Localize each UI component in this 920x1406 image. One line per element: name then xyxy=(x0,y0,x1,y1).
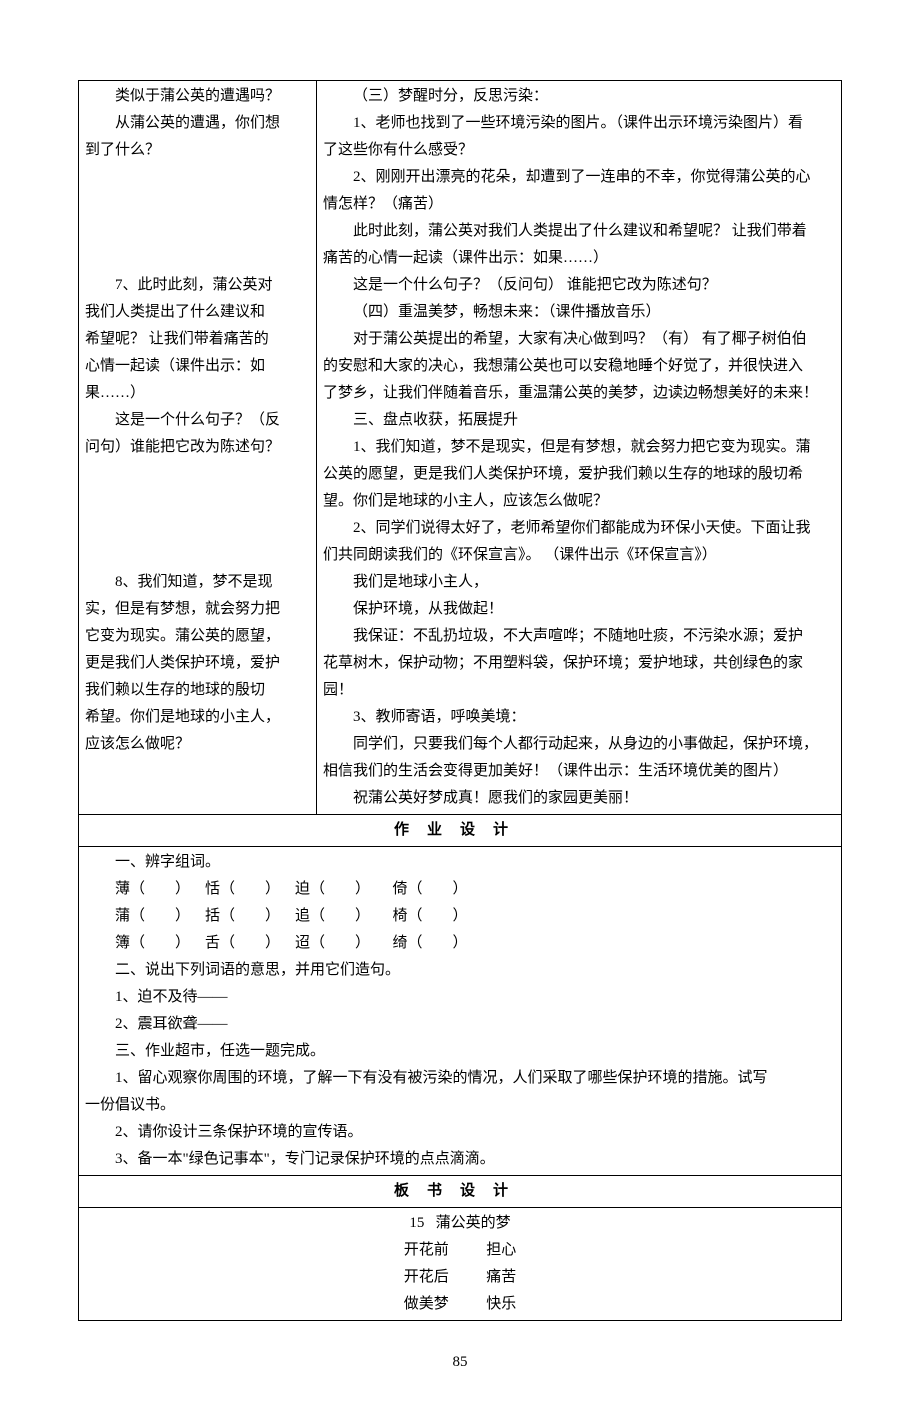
hw-line: 3、备一本"绿色记事本"，专门记录保护环境的点点滴滴。 xyxy=(85,1146,835,1173)
text-line: 了梦乡，让我们伴随着音乐，重温蒲公英的美梦，边读边畅想美好的未来！ xyxy=(323,380,835,407)
text-line xyxy=(85,218,310,245)
text-line: 情怎样？（痛苦） xyxy=(323,191,835,218)
hw-char-row: 簿（ ） 舌（ ） 迢（ ） 绮（ ） xyxy=(85,930,835,957)
text-line xyxy=(85,515,310,542)
text-line: 我们赖以生存的地球的殷切 xyxy=(85,677,310,704)
text-line: 1、我们知道，梦不是现实，但是有梦想，就会努力把它变为现实。蒲 xyxy=(323,434,835,461)
text-line: 对于蒲公英提出的希望，大家有决心做到吗？（有） 有了椰子树伯伯 xyxy=(323,326,835,353)
text-line xyxy=(85,488,310,515)
text-line: 的安慰和大家的决心，我想蒲公英也可以安稳地睡个好觉了，并很快进入 xyxy=(323,353,835,380)
hw-line: 二、说出下列词语的意思，并用它们造句。 xyxy=(85,957,835,984)
text-line: 问句）谁能把它改为陈述句？ xyxy=(85,434,310,461)
text-line: 望。你们是地球的小主人，应该怎么做呢？ xyxy=(323,488,835,515)
text-line: 7、此时此刻，蒲公英对 xyxy=(85,272,310,299)
text-line: 这是一个什么句子？（反 xyxy=(85,407,310,434)
text-line: 希望呢？ 让我们带着痛苦的 xyxy=(85,326,310,353)
text-line: 到了什么？ xyxy=(85,137,310,164)
hw-line: 1、迫不及待—— xyxy=(85,984,835,1011)
homework-header: 作业设计 xyxy=(79,815,842,847)
hw-line: 一份倡议书。 xyxy=(85,1092,835,1119)
text-line: 8、我们知道，梦不是现 xyxy=(85,569,310,596)
text-line: 我们是地球小主人， xyxy=(323,569,835,596)
board-header: 板书设计 xyxy=(79,1176,842,1208)
hw-line: 一、辨字组词。 xyxy=(85,849,835,876)
text-line: 公英的愿望，更是我们人类保护环境，爱护我们赖以生存的地球的殷切希 xyxy=(323,461,835,488)
text-line: 2、同学们说得太好了，老师希望你们都能成为环保小天使。下面让我 xyxy=(323,515,835,542)
text-line: 它变为现实。蒲公英的愿望， xyxy=(85,623,310,650)
text-line: 们共同朗读我们的《环保宣言》。 （课件出示《环保宣言》） xyxy=(323,542,835,569)
right-column: （三）梦醒时分，反思污染：1、老师也找到了一些环境污染的图片。（课件出示环境污染… xyxy=(317,81,842,815)
text-line xyxy=(85,461,310,488)
text-line: 1、老师也找到了一些环境污染的图片。（课件出示环境污染图片）看 xyxy=(323,110,835,137)
text-line: 花草树木，保护动物；不用塑料袋，保护环境；爱护地球，共创绿色的家 xyxy=(323,650,835,677)
text-line: 我保证：不乱扔垃圾，不大声喧哗；不随地吐痰，不污染水源；爱护 xyxy=(323,623,835,650)
text-line: 相信我们的生活会变得更加美好！（课件出示：生活环境优美的图片） xyxy=(323,758,835,785)
hw-line: 三、作业超市，任选一题完成。 xyxy=(85,1038,835,1065)
text-line xyxy=(85,164,310,191)
text-line: 园！ xyxy=(323,677,835,704)
hw-line: 1、留心观察你周围的环境，了解一下有没有被污染的情况，人们采取了哪些保护环境的措… xyxy=(85,1065,835,1092)
text-line: 从蒲公英的遭遇，你们想 xyxy=(85,110,310,137)
hw-char-row: 薄（ ） 恬（ ） 迫（ ） 倚（ ） xyxy=(85,876,835,903)
text-line: 此时此刻，蒲公英对我们人类提出了什么建议和希望呢？ 让我们带着 xyxy=(323,218,835,245)
text-line: 更是我们人类保护环境，爱护 xyxy=(85,650,310,677)
text-line: 保护环境，从我做起！ xyxy=(323,596,835,623)
text-line xyxy=(85,191,310,218)
text-line: 果……） xyxy=(85,380,310,407)
text-line: 实，但是有梦想，就会努力把 xyxy=(85,596,310,623)
page-number: 85 xyxy=(78,1349,842,1376)
homework-body: 一、辨字组词。 薄（ ） 恬（ ） 迫（ ） 倚（ ） 蒲（ ） 括（ ） 追（… xyxy=(79,847,842,1176)
text-line: 了这些你有什么感受？ xyxy=(323,137,835,164)
board-row: 开花前 担心 xyxy=(85,1237,835,1264)
text-line: （三）梦醒时分，反思污染： xyxy=(323,83,835,110)
text-line: 类似于蒲公英的遭遇吗？ xyxy=(85,83,310,110)
text-line: 同学们，只要我们每个人都行动起来，从身边的小事做起，保护环境， xyxy=(323,731,835,758)
board-body: 15 蒲公英的梦 开花前 担心 开花后 痛苦 做美梦 快乐 xyxy=(79,1208,842,1321)
text-line: 心情一起读（课件出示：如 xyxy=(85,353,310,380)
board-row: 开花后 痛苦 xyxy=(85,1264,835,1291)
page: 类似于蒲公英的遭遇吗？从蒲公英的遭遇，你们想到了什么？ 7、此时此刻，蒲公英对我… xyxy=(0,0,920,1406)
text-line: 希望。你们是地球的小主人， xyxy=(85,704,310,731)
board-title: 15 蒲公英的梦 xyxy=(85,1210,835,1237)
text-line: 祝蒲公英好梦成真！愿我们的家园更美丽！ xyxy=(323,785,835,812)
hw-char-row: 蒲（ ） 括（ ） 追（ ） 椅（ ） xyxy=(85,903,835,930)
text-line: （四）重温美梦，畅想未来：（课件播放音乐） xyxy=(323,299,835,326)
text-line: 3、教师寄语，呼唤美境： xyxy=(323,704,835,731)
text-line: 三、盘点收获，拓展提升 xyxy=(323,407,835,434)
text-line: 我们人类提出了什么建议和 xyxy=(85,299,310,326)
hw-line: 2、震耳欲聋—— xyxy=(85,1011,835,1038)
text-line xyxy=(85,542,310,569)
text-line xyxy=(85,245,310,272)
left-column: 类似于蒲公英的遭遇吗？从蒲公英的遭遇，你们想到了什么？ 7、此时此刻，蒲公英对我… xyxy=(79,81,317,815)
board-row: 做美梦 快乐 xyxy=(85,1291,835,1318)
text-line: 应该怎么做呢？ xyxy=(85,731,310,758)
text-line: 这是一个什么句子？（反问句） 谁能把它改为陈述句？ xyxy=(323,272,835,299)
lesson-table: 类似于蒲公英的遭遇吗？从蒲公英的遭遇，你们想到了什么？ 7、此时此刻，蒲公英对我… xyxy=(78,80,842,1321)
text-line: 痛苦的心情一起读（课件出示：如果……） xyxy=(323,245,835,272)
hw-line: 2、请你设计三条保护环境的宣传语。 xyxy=(85,1119,835,1146)
text-line: 2、刚刚开出漂亮的花朵，却遭到了一连串的不幸，你觉得蒲公英的心 xyxy=(323,164,835,191)
